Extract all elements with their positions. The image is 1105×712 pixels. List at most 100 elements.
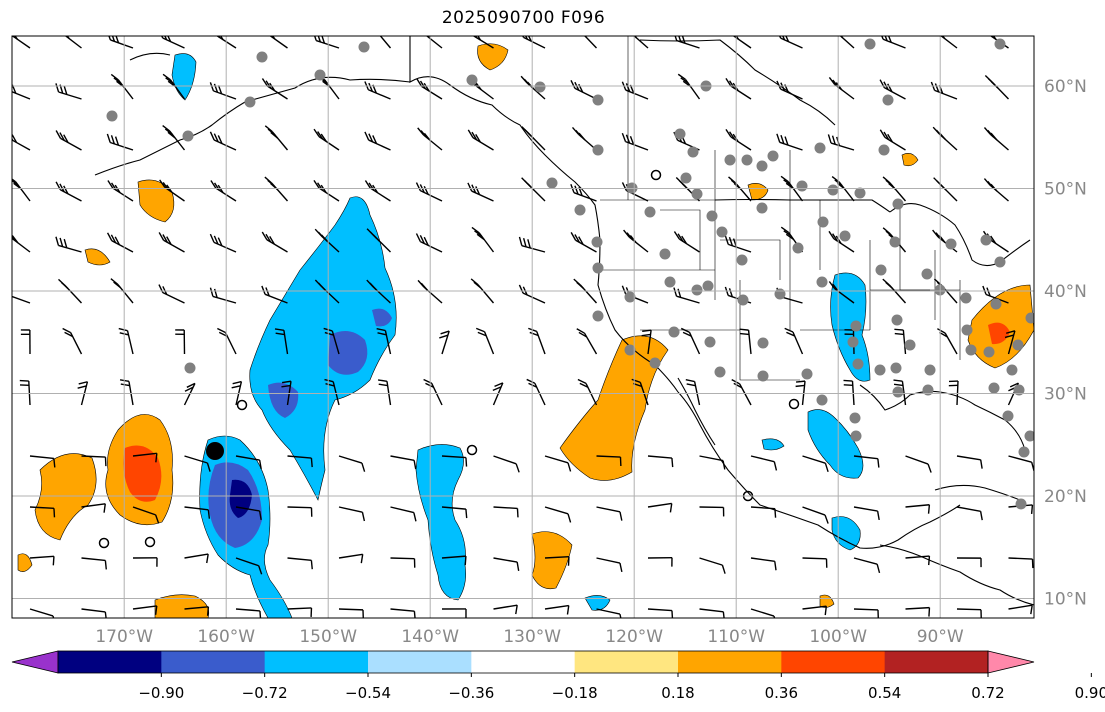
wind-barb	[673, 231, 700, 253]
wind-barb	[314, 279, 340, 304]
map-panel	[12, 36, 1034, 618]
colorbar-tick-label: 0.36	[765, 684, 798, 702]
coastlines	[94, 36, 1034, 606]
station-dot	[756, 160, 768, 172]
wind-barb	[415, 233, 443, 253]
wind-barb	[493, 557, 520, 572]
wind-barb	[235, 557, 263, 575]
wind-barb	[264, 125, 289, 151]
wind-barb	[544, 506, 572, 523]
wind-barb	[81, 503, 106, 513]
wind-barb	[366, 228, 391, 253]
wind-barb	[62, 327, 83, 355]
colorbar-tick-label: 0.72	[971, 684, 1004, 702]
wind-barb	[802, 455, 829, 472]
wind-barb	[699, 557, 726, 574]
wind-barb	[521, 126, 546, 151]
wind-barb	[107, 180, 134, 202]
wind-barb	[55, 236, 82, 253]
wind-barb	[376, 327, 392, 355]
station-dot	[256, 51, 268, 63]
latitude-tick-label: 30°N	[1044, 385, 1087, 405]
wind-barb	[843, 379, 855, 406]
station-dot	[184, 362, 196, 374]
wind-barb	[287, 607, 313, 617]
wind-barb	[81, 455, 107, 467]
station-dot	[624, 291, 636, 303]
wind-barb	[1008, 455, 1034, 472]
wind-barb	[879, 129, 906, 151]
colorbar-segment	[471, 651, 576, 673]
wind-barb	[132, 506, 160, 524]
wind-barb	[269, 36, 288, 49]
latitude-labels: 60°N 50°N 40°N 30°N 20°N 10°N	[1044, 77, 1087, 610]
colorbar-outline	[57, 650, 989, 674]
wind-barb	[544, 455, 572, 472]
wind-barb	[647, 608, 674, 618]
wind-barb	[577, 378, 598, 406]
station-dot	[817, 216, 829, 228]
wind-barb	[571, 126, 597, 151]
wind-barb	[132, 557, 158, 567]
station-dot	[965, 344, 977, 356]
wind-barb	[314, 228, 340, 253]
station-dot	[874, 364, 886, 376]
wind-barb	[641, 329, 652, 355]
colorbar-extend-low	[11, 650, 59, 674]
wind-barb	[110, 278, 134, 304]
wind-barb	[132, 452, 158, 463]
station-dot	[741, 154, 753, 166]
wind-barb	[81, 557, 107, 570]
station-dot	[960, 292, 972, 304]
wind-barb	[739, 328, 752, 355]
wind-barb	[674, 36, 700, 49]
wind-barb	[210, 180, 237, 202]
wind-barb	[570, 232, 597, 253]
station-dot	[850, 320, 862, 332]
station-dot	[182, 130, 194, 142]
graticule	[12, 36, 1034, 618]
wind-barb	[828, 230, 855, 253]
colorbar-tick-label: 0.54	[868, 684, 901, 702]
latitude-tick-label: 10°N	[1044, 590, 1087, 610]
station-dot	[994, 38, 1006, 50]
wind-barb	[724, 235, 752, 253]
station-dot	[704, 336, 716, 348]
station-dot	[644, 206, 656, 218]
wind-barb	[475, 327, 495, 355]
station-dot	[801, 368, 813, 380]
wind-barb	[29, 455, 56, 468]
station-dot	[546, 177, 558, 189]
station-markers	[106, 38, 1034, 510]
station-dot	[668, 326, 680, 338]
wind-barb	[802, 557, 828, 568]
wind-barb	[377, 379, 392, 406]
station-dot	[574, 204, 586, 216]
wind-barb	[235, 608, 262, 618]
station-dot	[889, 236, 901, 248]
wind-barb	[264, 176, 289, 202]
station-dot	[724, 154, 736, 166]
station-dot	[706, 210, 718, 222]
wind-barb	[390, 455, 417, 470]
station-dot	[314, 69, 326, 81]
station-dot	[592, 144, 604, 156]
wind-barb	[1008, 604, 1033, 615]
station-dot	[591, 236, 603, 248]
longitude-tick-label: 160°W	[197, 627, 255, 647]
wind-barb	[110, 73, 134, 100]
wind-barb	[216, 36, 237, 49]
station-dot	[659, 248, 671, 260]
wind-barb	[882, 176, 907, 202]
station-dot	[850, 430, 862, 442]
wind-barb	[750, 455, 778, 471]
station-dot	[924, 364, 936, 376]
wind-barb	[439, 330, 450, 355]
wind-barb	[583, 36, 598, 49]
station-dot	[702, 280, 714, 292]
station-dot	[892, 198, 904, 210]
station-dot	[994, 256, 1006, 268]
wind-barb	[647, 455, 674, 468]
wind-barb	[699, 455, 726, 470]
